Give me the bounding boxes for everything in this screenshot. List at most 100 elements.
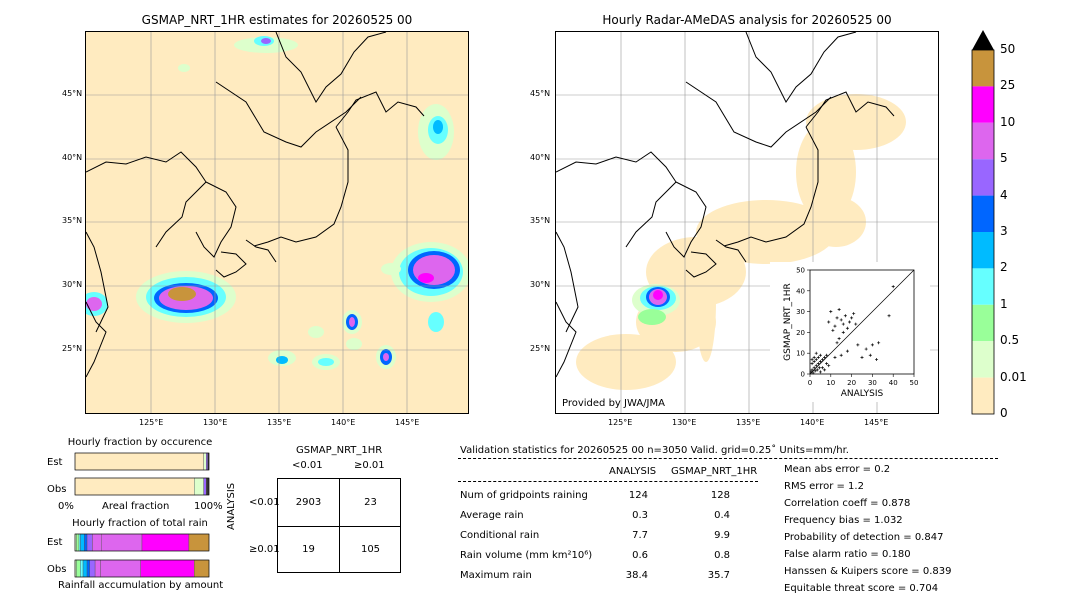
colorbar: [971, 30, 995, 415]
scatter-point: [817, 366, 821, 370]
colorbar-label: 4: [1000, 187, 1008, 202]
right-lon-label-145: 145°E: [864, 418, 889, 427]
validation-row-label: Maximum rain: [460, 570, 532, 581]
scatter-point: [854, 322, 858, 326]
score-frequency-bias: Frequency bias = 1.032: [784, 515, 903, 526]
validation-row-gsmap: 0.8: [714, 550, 730, 561]
validation-col-gsmap: GSMAP_NRT_1HR: [671, 466, 758, 477]
scatter-point: [816, 355, 820, 359]
validation-row-label: Average rain: [460, 510, 524, 521]
validation-col-analysis: ANALYSIS: [609, 466, 657, 477]
total-rain-bar-segment: [92, 533, 103, 552]
total-rain-bar-segment: [80, 559, 84, 578]
scatter-y-tick-label: 10: [796, 350, 805, 358]
right-map-rain-areas: [632, 284, 680, 325]
total-rain-bar-segment: [78, 533, 81, 552]
colorbar-segment: [972, 232, 994, 269]
occurence-bar-segment: [194, 477, 204, 496]
left-map-rain-areas: [86, 36, 468, 370]
scatter-point: [839, 353, 843, 357]
total-rain-bar-segment: [80, 533, 85, 552]
scatter-point: [860, 355, 864, 359]
scatter-point: [831, 328, 835, 332]
colorbar-label: 0.5: [1000, 333, 1020, 348]
contingency-cell-00: 2903: [295, 497, 322, 508]
validation-row-analysis: 0.6: [632, 550, 648, 561]
validation-row-analysis: 124: [628, 490, 648, 501]
scatter-point: [887, 314, 891, 318]
occurence-bar-frame: [74, 452, 210, 471]
total-rain-bar-segment: [140, 559, 195, 578]
score-hk: Hanssen & Kuipers score = 0.839: [784, 566, 952, 577]
scatter-point: [868, 353, 872, 357]
scatter-x-tick-label: 20: [847, 379, 856, 387]
occurence-tick-0: 0%: [58, 501, 74, 512]
scatter-point: [814, 357, 818, 361]
scatter-point: [852, 312, 856, 316]
right-map-credit: Provided by JWA/JMA: [562, 398, 665, 409]
right-lat-label-25: 25°N: [530, 344, 551, 353]
left-map-svg: [86, 32, 468, 413]
scatter-inset: 0 10 20 30 40 50 0 10 20 30 40 50 ANALYSIS GSMAP_NRT_…: [783, 267, 918, 400]
scatter-point: [837, 337, 841, 341]
occurence-bar-segment: [206, 452, 208, 471]
colorbar-segment: [972, 195, 994, 232]
occurence-bar-segment: [203, 477, 207, 496]
scatter-point: [850, 316, 854, 320]
left-lon-label-125: 125°E: [139, 418, 164, 427]
scatter-xlabel: ANALYSIS: [841, 389, 884, 399]
scatter-point: [812, 366, 816, 370]
occurence-bar-frame: [74, 477, 210, 496]
scatter-point: [845, 326, 849, 330]
left-lat-label-35: 35°N: [62, 216, 83, 225]
validation-row-gsmap: 9.9: [714, 530, 730, 541]
scatter-point: [810, 368, 814, 372]
validation-col-rule: [458, 481, 758, 482]
contingency-cell-10: 19: [302, 544, 315, 555]
occurence-est-label: Est: [47, 457, 63, 468]
colorbar-label: 3: [1000, 224, 1008, 238]
contingency-row-lt: <0.01: [249, 497, 280, 508]
right-lat-label-40: 40°N: [530, 153, 551, 162]
total-rain-est-label: Est: [47, 537, 63, 548]
right-map-title: Hourly Radar-AMeDAS analysis for 2026052…: [602, 13, 892, 27]
total-rain-title: Hourly fraction of total rain: [72, 518, 208, 529]
scatter-point: [825, 362, 829, 366]
scatter-point: [815, 368, 819, 372]
scatter-x-tick-label: 40: [889, 379, 898, 387]
scatter-y-tick-label: 20: [796, 329, 805, 337]
occurence-tick-100: 100%: [194, 501, 223, 512]
score-ets: Equitable threat score = 0.704: [784, 583, 939, 594]
left-lon-label-140: 140°E: [331, 418, 356, 427]
total-rain-bar-segment: [100, 559, 141, 578]
right-lon-label-135: 135°E: [736, 418, 761, 427]
colorbar-segment: [972, 86, 994, 123]
occurence-bar-segment: [203, 452, 207, 471]
colorbar-label: 1: [1000, 296, 1008, 311]
scatter-x-tick-label: 10: [826, 379, 835, 387]
validation-row-analysis: 7.7: [632, 530, 648, 541]
total-rain-bar-segment: [76, 533, 80, 552]
scatter-point: [829, 310, 833, 314]
validation-header-rule: [458, 458, 998, 459]
colorbar-frame: [971, 49, 995, 415]
occurence-bar-segment: [74, 452, 204, 471]
scatter-point: [845, 349, 849, 353]
scatter-point: [843, 314, 847, 318]
scatter-point: [812, 355, 816, 359]
left-lat-label-40: 40°N: [62, 153, 83, 162]
scatter-point: [841, 322, 845, 326]
total-rain-bar-segment: [82, 559, 88, 578]
score-far: False alarm ratio = 0.180: [784, 549, 911, 560]
colorbar-label: 10: [1000, 114, 1016, 129]
contingency-cell-01: 23: [364, 497, 377, 508]
validation-row-gsmap: 0.4: [714, 510, 730, 521]
right-map-svg: [556, 32, 938, 413]
colorbar-segment: [972, 341, 994, 378]
scatter-point: [809, 370, 813, 374]
colorbar-segment: [972, 377, 994, 414]
scatter-point: [839, 318, 843, 322]
scatter-point: [820, 357, 824, 361]
scatter-point: [833, 324, 837, 328]
score-rms-error: RMS error = 1.2: [784, 481, 864, 492]
